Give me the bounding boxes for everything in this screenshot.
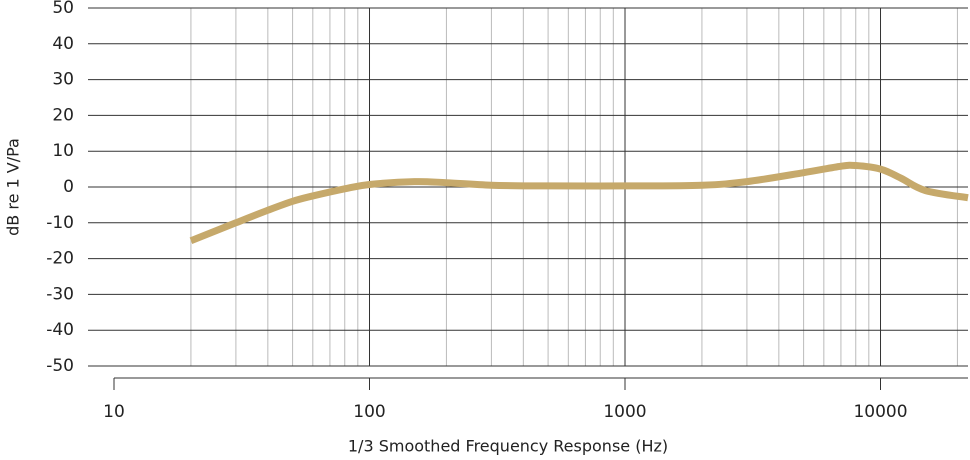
y-axis-title: dB re 1 V/Pa xyxy=(4,138,23,236)
y-tick-label: -50 xyxy=(46,356,74,376)
x-tick-label: 10 xyxy=(103,402,125,422)
x-tick-label: 1000 xyxy=(603,402,646,422)
y-tick-label: -20 xyxy=(46,249,74,269)
y-tick-label: 50 xyxy=(52,0,74,18)
y-tick-label: 40 xyxy=(52,34,74,54)
y-tick-label: -40 xyxy=(46,320,74,340)
y-tick-label: -30 xyxy=(46,284,74,304)
y-tick-label: 10 xyxy=(52,141,74,161)
x-axis-title: 1/3 Smoothed Frequency Response (Hz) xyxy=(348,437,668,456)
x-tick-label: 100 xyxy=(353,402,385,422)
y-tick-label: 30 xyxy=(52,70,74,90)
response-line xyxy=(189,161,969,244)
y-tick-label: 0 xyxy=(63,177,74,197)
x-tick-label: 10000 xyxy=(853,402,907,422)
y-tick-label: 20 xyxy=(52,105,74,125)
y-tick-label: -10 xyxy=(46,213,74,233)
